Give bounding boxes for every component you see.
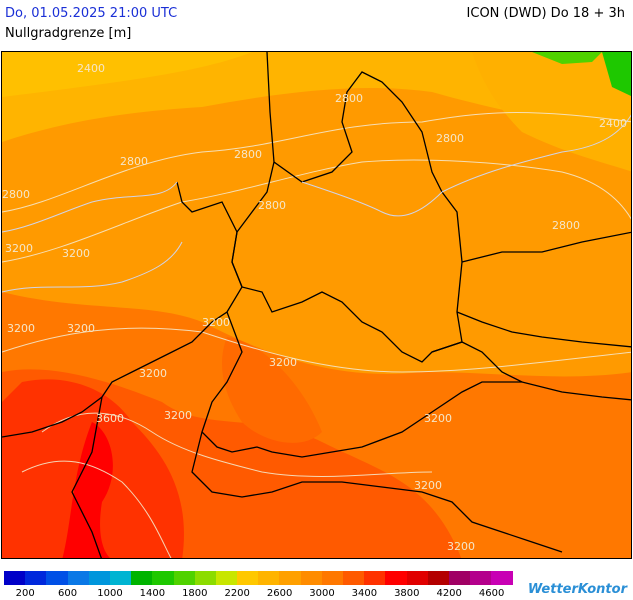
map-canvas: 2400 2800 2800 2800 2800 2800 2800 2400 …: [2, 52, 631, 558]
contour-label: 2800: [120, 155, 148, 168]
legend-swatch: [109, 571, 132, 585]
contour-label: 2400: [599, 117, 627, 130]
contour-label: 3200: [202, 316, 230, 329]
legend-tick: 4200: [436, 588, 462, 599]
weather-map: 2400 2800 2800 2800 2800 2800 2800 2400 …: [1, 51, 632, 559]
legend-tick: 2200: [224, 588, 250, 599]
legend-tick: 1800: [182, 588, 208, 599]
parameter-title: Nullgradgrenze [m]: [5, 26, 132, 41]
contour-label: 2800: [552, 219, 580, 232]
legend-swatch: [237, 571, 259, 585]
legend-tick-labels: 200 600 1000 1400 1800 2200 2600 3000 3400 3800 42…: [0, 588, 633, 600]
contour-label: 2800: [436, 132, 464, 145]
legend-swatch: [385, 571, 407, 585]
wetterkontor-logo: WetterKontor: [527, 582, 627, 597]
borders: [2, 52, 631, 558]
field-northeast: [472, 52, 631, 172]
legend-swatch: [25, 571, 47, 585]
legend-swatch: [279, 571, 301, 585]
legend-swatch: [88, 571, 110, 585]
legend-swatch: [4, 571, 26, 585]
legend-swatch: [173, 571, 195, 585]
field-green-patch: [532, 52, 602, 64]
field-alps-3800: [62, 422, 113, 558]
contour-label: 2800: [2, 188, 30, 201]
contour-label: 3200: [164, 409, 192, 422]
legend-swatch: [427, 571, 449, 585]
contour-label: 3200: [269, 356, 297, 369]
color-scale-legend: [4, 571, 513, 585]
coastlines: [2, 114, 631, 293]
legend-tick: 200: [15, 588, 35, 599]
legend-swatch: [215, 571, 238, 585]
legend-tick: 4600: [478, 588, 505, 599]
legend-tick: 3800: [394, 588, 420, 599]
contour-label: 3200: [5, 242, 33, 255]
field-green-corner: [602, 52, 631, 97]
legend-swatch: [491, 571, 513, 585]
legend-swatch: [46, 571, 68, 585]
legend-swatch: [152, 571, 174, 585]
contour-label: 3200: [447, 540, 475, 553]
legend-tick: 3000: [309, 588, 335, 599]
contour-label: 3200: [7, 322, 35, 335]
contour-label: 3200: [67, 322, 95, 335]
legend-swatch: [131, 571, 153, 585]
forecast-datetime: Do, 01.05.2025 21:00 UTC: [5, 6, 178, 21]
field-north-2200: [2, 52, 252, 97]
contour-lines: [2, 112, 631, 558]
contour-label: 2800: [335, 92, 363, 105]
contour-label-group: 2400 2800 2800 2800 2800 2800 2800 2400 …: [2, 62, 627, 553]
model-run-label: ICON (DWD) Do 18 + 3h: [466, 6, 625, 21]
legend-tick: 1000: [97, 588, 123, 599]
legend-tick: 2600: [266, 588, 293, 599]
legend-tick: 3400: [351, 588, 378, 599]
contour-label: 3200: [62, 247, 90, 260]
contour-label: 2400: [77, 62, 105, 75]
legend-swatch: [406, 571, 428, 585]
legend-swatch: [470, 571, 492, 585]
legend-swatch: [321, 571, 343, 585]
contour-label: 2800: [234, 148, 262, 161]
legend-swatch: [364, 571, 386, 585]
contour-label: 3600: [96, 412, 124, 425]
field-central-warm: [222, 337, 322, 443]
legend-swatch: [67, 571, 89, 585]
legend-swatch: [194, 571, 216, 585]
legend-tick: 1400: [139, 588, 166, 599]
legend-swatch: [343, 571, 365, 585]
legend-swatch: [258, 571, 280, 585]
legend-swatch: [448, 571, 471, 585]
contour-label: 3200: [414, 479, 442, 492]
contour-label: 2800: [258, 199, 286, 212]
contour-label: 3200: [424, 412, 452, 425]
legend-tick: 600: [58, 588, 78, 599]
contour-label: 3200: [139, 367, 167, 380]
legend-swatch: [300, 571, 322, 585]
